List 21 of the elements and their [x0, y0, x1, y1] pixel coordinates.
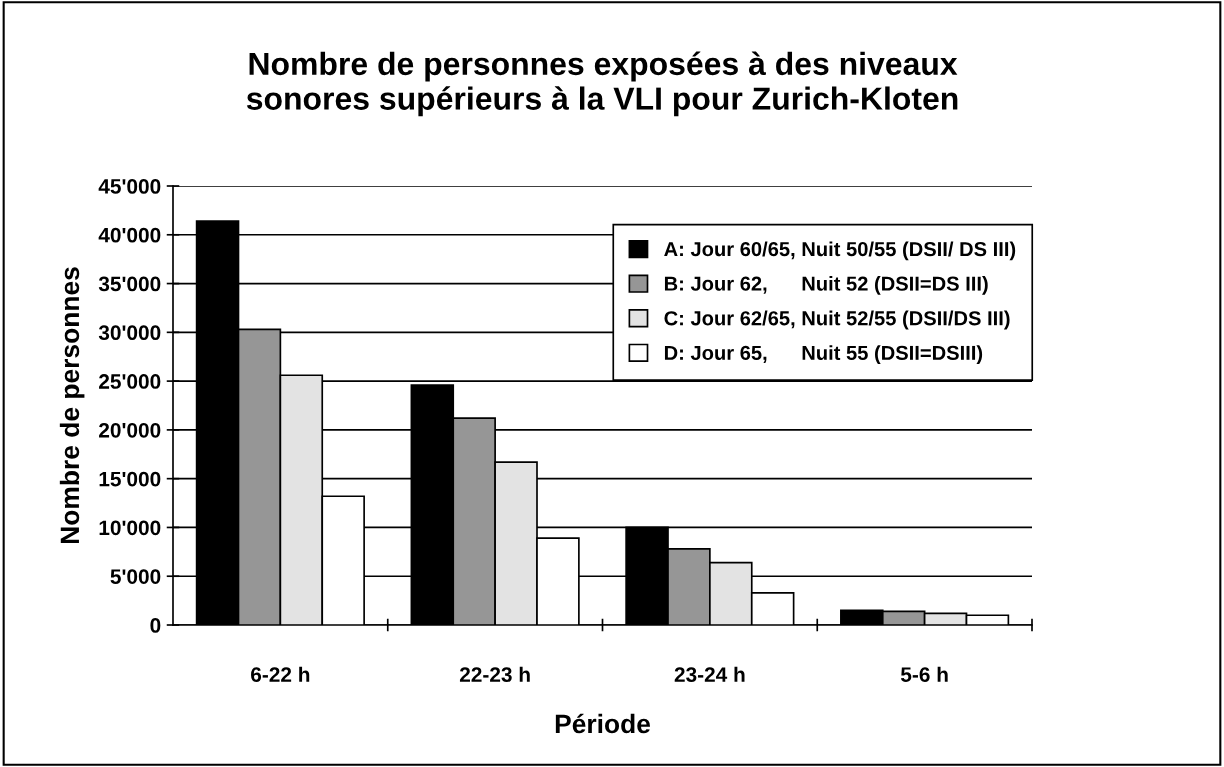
x-tick-label: 23-24 h — [674, 666, 745, 682]
y-tick-label: 5'000 — [110, 569, 161, 584]
x-tick-label: 6-22 h — [251, 666, 310, 682]
legend-label: D: Jour 65, Nuit 55 (DSII=DSIII) — [664, 345, 983, 364]
y-tick-label: 40'000 — [98, 227, 161, 243]
x-tick-label: 5-6 h — [900, 666, 948, 682]
y-tick-label: 10'000 — [99, 520, 161, 536]
legend-label: C: Jour 62/65, Nuit 52/55 (DSII/DS III) — [664, 310, 1010, 330]
y-tick-label: 35'000 — [98, 276, 161, 292]
y-tick-label: 15'000 — [99, 471, 161, 487]
y-tick-label: 0 — [150, 618, 161, 633]
x-tick-label: 22-23 h — [459, 666, 530, 682]
y-tick-label: 45'000 — [98, 179, 161, 194]
y-tick-label: 20'000 — [99, 422, 161, 438]
x-axis-title: Période — [555, 713, 650, 734]
y-axis-title: Nombre de personnes — [59, 267, 85, 544]
legend-label: A: Jour 60/65, Nuit 50/55 (DSII/ DS III) — [664, 241, 1016, 261]
y-tick-label: 25'000 — [99, 374, 161, 389]
chart-title: Nombre de personnes exposées à des niveaux sonores supérieurs à la VLI pour Zurich-Kloten — [246, 51, 958, 117]
y-tick-label: 30'000 — [98, 325, 161, 341]
legend-label: B: Jour 62, Nuit 52 (DSII=DS III) — [664, 276, 988, 295]
